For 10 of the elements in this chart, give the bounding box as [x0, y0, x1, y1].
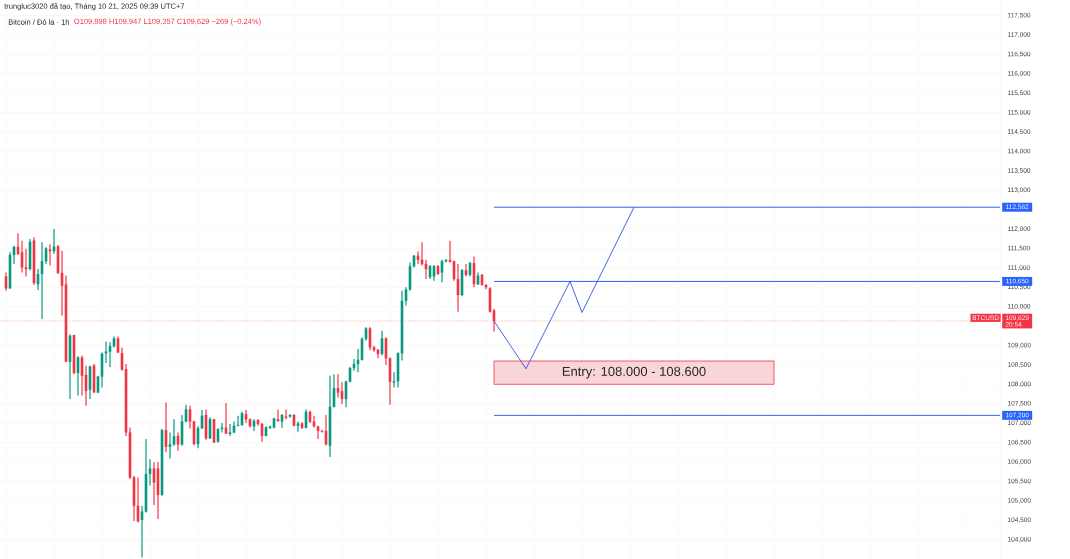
candlestick [288, 413, 292, 419]
candlestick [276, 408, 280, 423]
candlestick [252, 418, 256, 432]
band-label: Entry: 108.000 - 108.600 [562, 366, 706, 379]
candlestick [264, 425, 268, 437]
candlestick [376, 348, 380, 359]
candlestick [228, 423, 232, 437]
candlestick [284, 408, 288, 420]
candlestick [48, 243, 52, 267]
candlestick [52, 228, 56, 255]
